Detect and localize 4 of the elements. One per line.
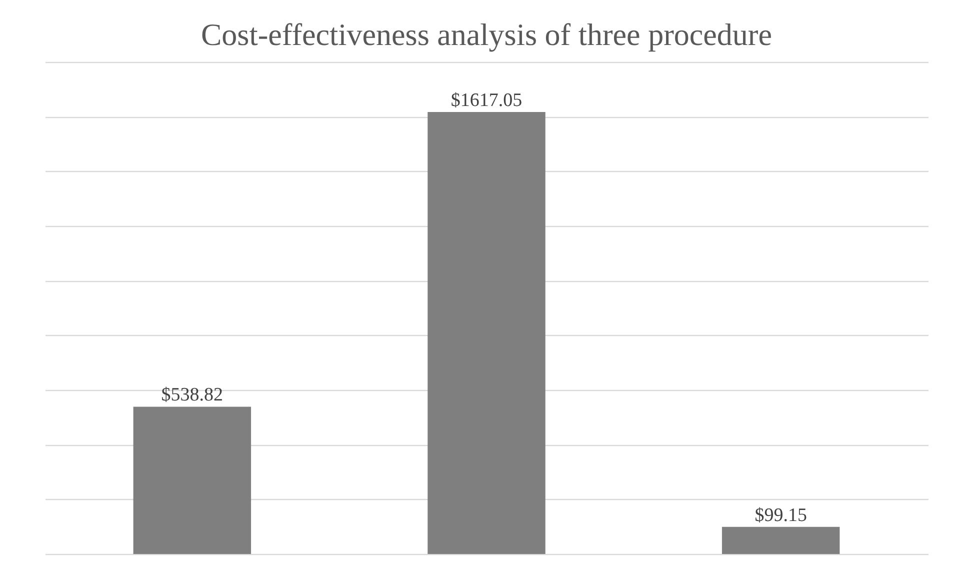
chart-title: Cost-effectiveness analysis of three procedure xyxy=(201,17,772,52)
data-label: $99.15 xyxy=(754,504,807,526)
data-label: $538.82 xyxy=(161,384,224,406)
data-label: $1617.05 xyxy=(450,90,522,112)
